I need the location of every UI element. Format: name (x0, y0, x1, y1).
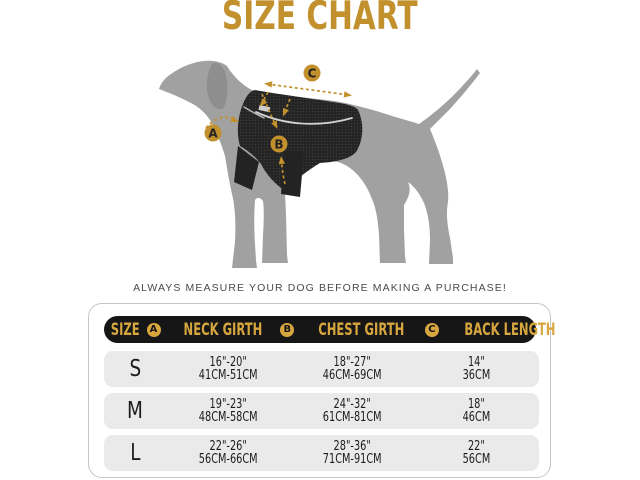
table-row-size-m: M 19"-23" 48CM-58CM 24"-32" 61CM-81CM 18" 4… (104, 393, 539, 429)
cell-m-neck-girth: 19"-23" 48CM-58CM (166, 396, 290, 425)
measure-warning-text: ALWAYS MEASURE YOUR DOG BEFORE MAKING A … (133, 282, 507, 294)
cell-m-back-length: 18" 46CM (415, 396, 539, 425)
harness-chest-strap (234, 146, 259, 190)
cell-s-back-length: 14" 36CM (415, 354, 539, 383)
table-row-size-s: S 16"-20" 41CM-51CM 18"-27" 46CM-69CM 14" 3… (104, 351, 539, 387)
header-cell-size: SIZE (104, 320, 147, 340)
value-inches: 14" (468, 354, 486, 370)
value-cm: 46CM (462, 410, 491, 425)
marker-c-circle (303, 64, 321, 82)
value-inches: 16"-20" (209, 354, 247, 370)
value-inches: 18"-27" (333, 354, 372, 370)
marker-c-badge-icon: C (424, 322, 439, 337)
header-chest-girth-label: CHEST GIRTH (318, 319, 405, 340)
value-inches: 22"-26" (209, 438, 247, 454)
cell-l-size: L (129, 440, 141, 466)
header-size-label: SIZE (110, 319, 140, 340)
dog-silhouette (159, 60, 480, 269)
marker-b: B (270, 135, 288, 153)
value-cm: 56CM-66CM (198, 452, 258, 467)
value-cm: 46CM-69CM (323, 368, 382, 383)
marker-a-letter: A (208, 127, 218, 141)
harness-vest (237, 90, 363, 188)
table-row-size-l: L 22"-26" 56CM-66CM 28"-36" 71CM-91CM 22" 5… (104, 435, 539, 471)
cell-l-neck-girth: 22"-26" 56CM-66CM (166, 438, 290, 467)
back-length-arrow-line (266, 83, 350, 96)
cell-s-chest-girth: 18"-27" 46CM-69CM (290, 354, 414, 383)
chest-girth-arrow-top (261, 93, 277, 127)
marker-a-circle (204, 124, 222, 142)
value-cm: 41CM-51CM (198, 368, 258, 383)
marker-c: C (303, 64, 321, 82)
value-cm: 71CM-91CM (323, 452, 382, 467)
cell-s-size: S (129, 356, 141, 382)
value-inches: 24"-32" (333, 396, 372, 412)
value-inches: 22" (468, 438, 486, 454)
header-cell-neck-girth: A NECK GIRTH (146, 319, 281, 340)
marker-a: A (204, 124, 222, 142)
marker-c-letter: C (308, 67, 317, 81)
cell-m-chest-girth: 24"-32" 61CM-81CM (290, 396, 414, 425)
cell-m-size: M (127, 398, 143, 424)
harness-piping-front (243, 106, 265, 119)
size-table-header: SIZE A NECK GIRTH B CHEST GIRTH C BACK L… (104, 316, 555, 343)
value-cm: 48CM-58CM (198, 410, 258, 425)
page-title: SIZE CHART (0, 0, 640, 38)
value-cm: 36CM (462, 368, 491, 383)
header-cell-back-length: C BACK LENGTH (424, 319, 577, 340)
header-back-length-label: BACK LENGTH (464, 319, 556, 340)
page-title-text: SIZE CHART (222, 0, 418, 39)
value-inches: 19"-23" (209, 396, 247, 412)
value-cm: 56CM (462, 452, 491, 467)
value-inches: 28"-36" (333, 438, 372, 454)
marker-b-circle (270, 135, 288, 153)
size-table: SIZE A NECK GIRTH B CHEST GIRTH C BACK L… (88, 303, 555, 478)
cell-l-back-length: 22" 56CM (415, 438, 539, 467)
marker-b-letter: B (274, 138, 283, 152)
marker-b-badge-icon: B (280, 322, 295, 337)
cell-s-neck-girth: 16"-20" 41CM-51CM (166, 354, 290, 383)
header-neck-girth-label: NECK GIRTH (183, 319, 262, 340)
value-cm: 61CM-81CM (323, 410, 382, 425)
harness-piping (255, 111, 353, 125)
cell-l-chest-girth: 28"-36" 71CM-91CM (290, 438, 414, 467)
header-cell-chest-girth: B CHEST GIRTH (280, 320, 425, 340)
marker-a-badge-icon: A (146, 322, 161, 337)
value-inches: 18" (468, 396, 486, 412)
dog-ear (206, 62, 228, 110)
harness-girth-strap (281, 150, 304, 197)
